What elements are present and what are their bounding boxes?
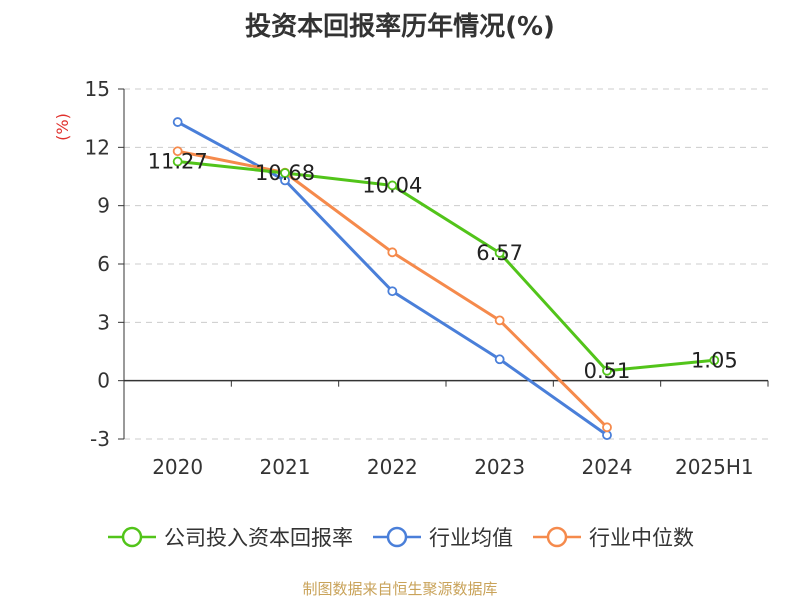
axes: -3 0 3 6 9 12 15 2020 2021 2022 2023 2024 2025H1 (%) <box>53 77 769 479</box>
legend: 公司投入资本回报率 行业均值 行业中位数 <box>0 519 800 555</box>
y-tick-label: 0 <box>97 369 110 393</box>
y-tick-label: 9 <box>97 194 110 218</box>
legend-line-circle-icon <box>533 526 581 548</box>
data-label: 6.57 <box>476 241 523 265</box>
y-tick-label: 3 <box>97 310 110 334</box>
data-point <box>387 247 398 258</box>
data-point <box>387 180 398 191</box>
data-point <box>172 146 183 157</box>
data-point <box>602 365 612 376</box>
y-tick-label: 15 <box>85 77 110 101</box>
legend-label: 行业均值 <box>429 526 513 550</box>
y-tick-label: 6 <box>97 252 110 276</box>
series-line <box>177 160 715 373</box>
data-point <box>602 430 612 441</box>
data-point <box>172 117 183 127</box>
x-tick-label: 2023 <box>474 455 525 479</box>
legend-item[interactable]: 行业均值 <box>371 522 513 552</box>
series-lines <box>172 117 720 441</box>
legend-label: 行业中位数 <box>589 526 694 550</box>
data-point <box>494 315 505 326</box>
data-point <box>494 354 505 365</box>
x-tick-label: 2020 <box>152 455 203 479</box>
data-point <box>709 355 720 366</box>
data-label: 11.27 <box>148 150 208 174</box>
y-tick-label: -3 <box>90 427 110 451</box>
data-point <box>602 422 612 433</box>
data-labels: 11.27 10.68 10.04 6.57 0.51 1.05 <box>148 150 738 383</box>
x-tick-label: 2025H1 <box>675 455 754 479</box>
x-tick-label: 2022 <box>367 455 418 479</box>
data-label: 1.05 <box>691 348 738 372</box>
source-note: 制图数据来自恒生聚源数据库 <box>302 580 498 598</box>
data-point <box>387 286 398 297</box>
chart-title: 投资本回报率历年情况(%) <box>245 12 555 42</box>
data-label: 0.51 <box>584 359 631 383</box>
data-point <box>280 168 290 178</box>
x-tick-label: 2021 <box>260 455 311 479</box>
data-point <box>494 248 505 258</box>
y-axis-label: (%) <box>53 113 72 141</box>
x-tick-label: 2024 <box>582 455 633 479</box>
data-label: 10.68 <box>255 161 315 185</box>
grid-lines <box>124 88 768 440</box>
data-label: 10.04 <box>362 173 422 197</box>
legend-item[interactable]: 公司投入资本回报率 <box>106 522 353 552</box>
legend-line-circle-icon <box>108 526 156 548</box>
legend-line-circle-icon <box>373 526 421 548</box>
data-point <box>172 156 183 167</box>
y-tick-label: 12 <box>85 135 110 159</box>
legend-item[interactable]: 行业中位数 <box>531 522 694 552</box>
legend-label: 公司投入资本回报率 <box>164 526 353 550</box>
